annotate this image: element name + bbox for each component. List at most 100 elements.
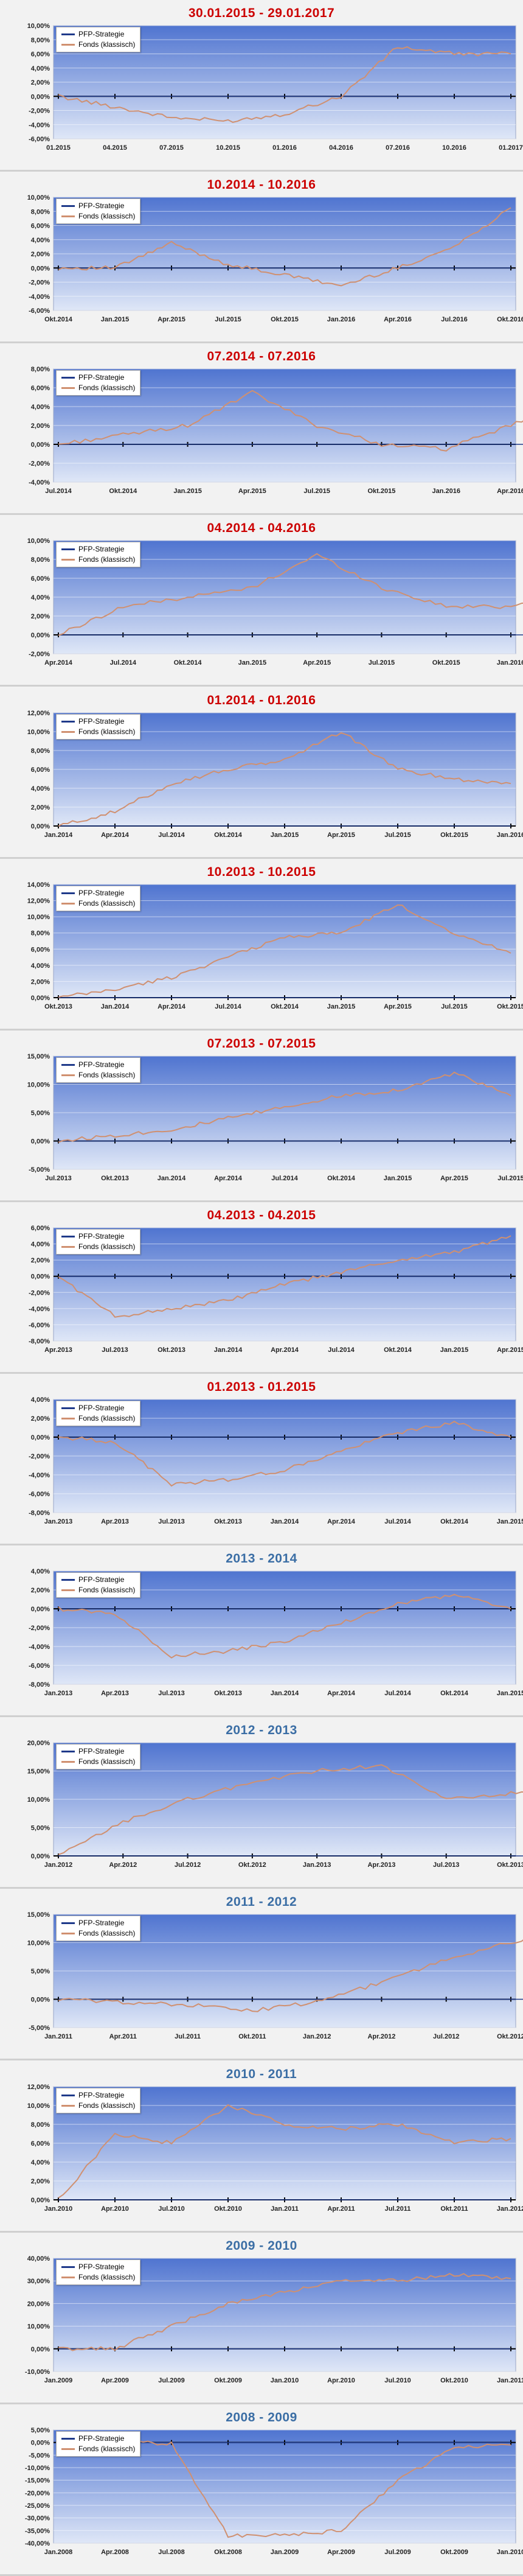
y-tick-label: 4,00% <box>31 962 50 970</box>
x-tick-label: Okt.2009 <box>214 2377 242 2384</box>
x-tick-label: Okt.2010 <box>440 2377 468 2384</box>
legend-label: PFP-Strategie <box>78 373 125 382</box>
legend-swatch <box>61 1751 75 1752</box>
legend-swatch <box>61 1589 75 1591</box>
y-tick-label: 2,00% <box>31 2178 50 2185</box>
x-tick-label: Jan.2013 <box>44 1690 72 1697</box>
legend-label: Fonds (klassisch) <box>78 2445 136 2453</box>
y-tick-label: 2,00% <box>31 804 50 811</box>
y-tick-label: -8,00% <box>29 1338 50 1345</box>
x-tick-label: Jan.2016 <box>497 831 523 839</box>
legend-entry: Fonds (klassisch) <box>61 2272 135 2283</box>
series-line-fonds-klassisch <box>58 1235 511 1318</box>
y-tick-label: 8,00% <box>31 930 50 937</box>
legend-entry: PFP-Strategie <box>61 2434 135 2444</box>
legend-swatch <box>61 2438 75 2440</box>
y-tick-label: 4,00% <box>31 1568 50 1575</box>
series-line-fonds-klassisch <box>58 553 523 636</box>
x-tick-label: Okt.2015 <box>367 488 395 495</box>
x-tick-label: Okt.2014 <box>384 1346 412 1354</box>
legend: PFP-Strategie Fonds (klassisch) <box>56 2259 141 2285</box>
x-tick-label: Jan.2014 <box>271 1690 299 1697</box>
chart-panel: 2011 - 2012 15,00% 10,00% 5,00% 0,00% -5,00% J… <box>0 1889 523 2060</box>
y-tick-label: 40,00% <box>27 2255 50 2263</box>
x-tick-label: 01.2017 <box>499 144 523 152</box>
x-tick-label: Apr.2015 <box>440 1175 468 1182</box>
x-tick-label: Jan.2008 <box>44 2549 72 2556</box>
line-chart: 15,00% 10,00% 5,00% 0,00% -5,00%Jan.2011 Apr.… <box>27 1911 523 2040</box>
x-tick-label: Jan.2012 <box>44 1861 72 1869</box>
chart-title: 2012 - 2013 <box>226 1723 297 1737</box>
x-tick-label: Jul.2013 <box>158 1518 184 1525</box>
legend-entry: Fonds (klassisch) <box>61 2101 135 2111</box>
y-tick-label: 30,00% <box>27 2278 50 2285</box>
y-tick-label: 0,00% <box>31 2440 50 2447</box>
y-tick-label: 2,00% <box>31 1257 50 1264</box>
legend-swatch <box>61 559 75 561</box>
legend-label: PFP-Strategie <box>78 1575 125 1584</box>
y-tick-label: 2,00% <box>31 422 50 430</box>
legend-swatch <box>61 1761 75 1763</box>
legend: PFP-Strategie Fonds (klassisch) <box>56 1916 141 1941</box>
y-tick-label: 5,00% <box>31 1968 50 1975</box>
legend-entry: Fonds (klassisch) <box>61 1585 135 1595</box>
chart-title: 07.2014 - 07.2016 <box>207 349 316 363</box>
legend-label: Fonds (klassisch) <box>78 1071 136 1079</box>
x-tick-label: Okt.2012 <box>497 2033 523 2040</box>
x-tick-label: Okt.2014 <box>440 1518 469 1525</box>
legend: PFP-Strategie Fonds (klassisch) <box>56 198 141 224</box>
chart-panel: 10.2014 - 10.2016 10,00% 8,00% 6,00% 4,00% 2,… <box>0 172 523 343</box>
y-tick-label: 15,00% <box>27 1768 50 1776</box>
x-tick-label: Okt.2014 <box>440 1690 469 1697</box>
line-chart: 8,00% 6,00% 4,00% 2,00% 0,00% -2,00% -4,00% Jul… <box>29 366 523 495</box>
x-tick-label: 04.2016 <box>329 144 353 152</box>
chart-panel: 30.01.2015 - 29.01.2017 10,00% 8,00% 6,00% 4… <box>0 0 523 172</box>
y-tick-label: 8,00% <box>31 37 50 44</box>
chart-panel: 2012 - 2013 20,00% 15,00% 10,00% 5,00% 0,00% J… <box>0 1717 523 1889</box>
legend-entry: PFP-Strategie <box>61 1746 135 1757</box>
x-tick-label: Jul.2011 <box>175 2033 201 2040</box>
x-tick-label: Okt.2015 <box>432 659 460 667</box>
legend-entry: Fonds (klassisch) <box>61 2444 135 2454</box>
x-tick-label: Jan.2015 <box>101 316 129 323</box>
legend-entry: Fonds (klassisch) <box>61 1413 135 1424</box>
y-tick-label: 2,00% <box>31 79 50 86</box>
x-tick-label: Jul.2014 <box>215 1003 241 1010</box>
series-line-fonds-klassisch <box>58 904 511 998</box>
y-tick-label: 8,00% <box>31 208 50 215</box>
x-tick-label: Jan.2016 <box>497 659 523 667</box>
line-chart: 10,00% 8,00% 6,00% 4,00% 2,00% 0,00% -2,00% -4,… <box>27 23 523 152</box>
y-tick-label: 0,00% <box>31 1273 50 1281</box>
chart-title: 10.2013 - 10.2015 <box>207 865 316 879</box>
line-chart: 15,00% 10,00% 5,00% 0,00% -5,00%Jul.2013 Okt.… <box>27 1053 523 1182</box>
chart-panel: 2008 - 2009 5,00% 0,00% -5,00% -10,00% -15,00… <box>0 2404 523 2576</box>
x-tick-label: Okt.2012 <box>238 1861 266 1869</box>
legend: PFP-Strategie Fonds (klassisch) <box>56 1744 141 1769</box>
x-tick-label: Jul.2015 <box>497 1175 523 1182</box>
legend-label: PFP-Strategie <box>78 889 125 897</box>
x-tick-label: Apr.2014 <box>214 1175 243 1182</box>
legend-entry: PFP-Strategie <box>61 1918 135 1928</box>
x-tick-label: Jul.2013 <box>158 1690 184 1697</box>
y-tick-label: -8,00% <box>29 1510 50 1517</box>
y-tick-label: 8,00% <box>31 366 50 373</box>
legend-entry: PFP-Strategie <box>61 2262 135 2272</box>
x-tick-label: Jul.2016 <box>441 316 467 323</box>
legend: PFP-Strategie Fonds (klassisch) <box>56 370 141 396</box>
x-tick-label: Jul.2009 <box>384 2549 410 2556</box>
x-tick-label: Apr.2011 <box>327 2205 355 2213</box>
legend-entry: Fonds (klassisch) <box>61 383 135 393</box>
legend: PFP-Strategie Fonds (klassisch) <box>56 1057 141 1083</box>
legend-label: Fonds (klassisch) <box>78 1929 136 1937</box>
y-tick-label: -6,00% <box>29 1491 50 1498</box>
y-tick-label: -2,00% <box>29 1453 50 1460</box>
y-tick-label: -5,00% <box>29 1166 50 1174</box>
x-tick-label: Apr.2010 <box>101 2205 129 2213</box>
y-tick-label: 20,00% <box>27 1740 50 1747</box>
legend-swatch <box>61 2095 75 2096</box>
chart-title: 10.2014 - 10.2016 <box>207 178 316 192</box>
x-tick-label: Okt.2013 <box>214 1518 242 1525</box>
y-tick-label: 8,00% <box>31 556 50 564</box>
y-tick-label: 5,00% <box>31 1825 50 1832</box>
x-tick-label: Okt.2011 <box>440 2205 468 2213</box>
